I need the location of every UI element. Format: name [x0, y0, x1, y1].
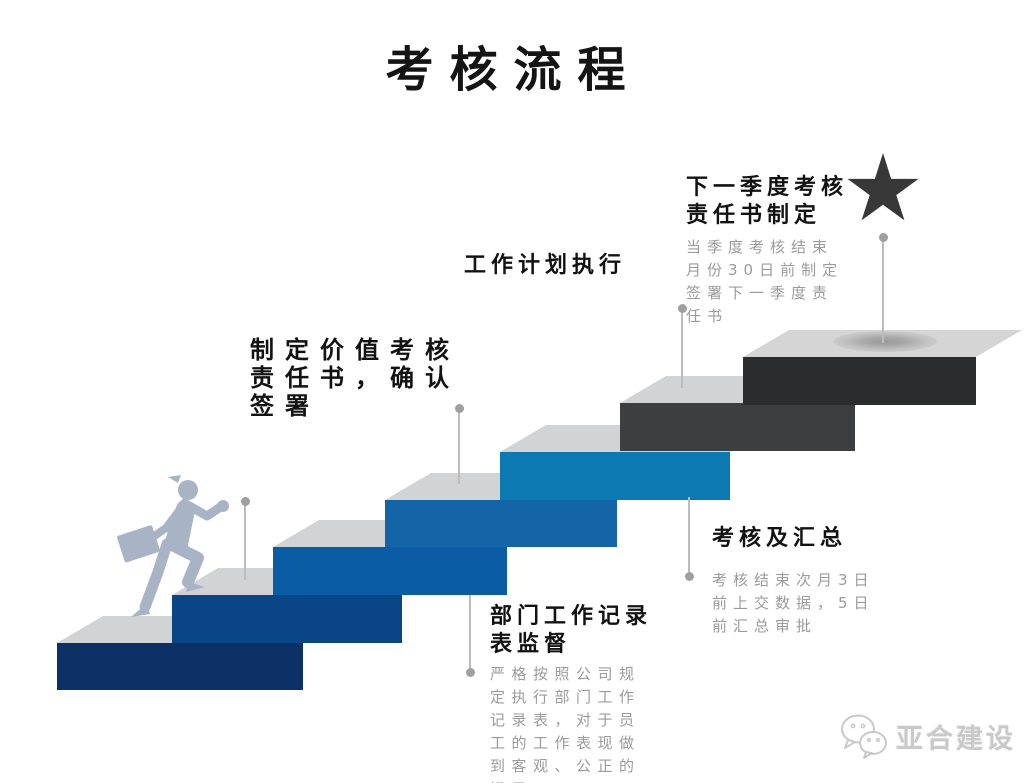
label-summary-desc: 考核结束次月3日 前上交数据，5日 前汇总审批: [712, 571, 875, 635]
connector-record-line: [469, 595, 471, 672]
step-7-front: [743, 357, 976, 405]
label-record-desc: 严格按照公司规 定执行部门工作 记录表，对于员 工的工作表现做 到客观、公正的 …: [490, 665, 641, 783]
connector-record-dot: [465, 668, 475, 677]
label-next-title: 下一季度考核 责任书制定: [686, 175, 849, 228]
connector-plan-line: [458, 408, 460, 484]
connector-contract-line: [244, 501, 246, 580]
step-4-front: [385, 500, 617, 547]
label-contract-title: 制定价值考核 责任书，确认 签署: [250, 336, 460, 420]
connector-next-dot: [677, 304, 687, 313]
wechat-icon: [841, 714, 887, 759]
label-plan-title: 工作计划执行: [464, 253, 627, 278]
label-next-desc: 当季度考核结束 月份30日前制定 签署下一季度责 任书: [686, 238, 844, 325]
page-title: 考核流程: [385, 42, 642, 98]
label-department-record: 部门工作记录 表监督 严格按照公司规 定执行部门工作 记录表，对于员 工的工作表…: [490, 603, 675, 783]
connector-contract-dot: [240, 497, 250, 506]
connector-plan-dot: [454, 404, 464, 413]
step-6-front: [620, 403, 855, 451]
connector-star-dot: [878, 233, 888, 242]
landing-spot-ellipse: [833, 331, 937, 352]
step-2-front: [172, 595, 402, 643]
step-1-front: [57, 643, 303, 690]
label-contract-signing: 制定价值考核 责任书，确认 签署: [250, 336, 490, 420]
connector-star-line: [882, 237, 884, 343]
label-work-plan: 工作计划执行: [464, 252, 684, 280]
step-5-front: [500, 452, 730, 500]
label-assessment-summary: 考核及汇总 考核结束次月3日 前上交数据，5日 前汇总审批: [712, 525, 922, 638]
label-next-quarter: 下一季度考核 责任书制定 当季度考核结束 月份30日前制定 签署下一季度责 任书: [686, 174, 861, 328]
step-3-front: [273, 547, 507, 595]
connector-summary-dot: [684, 572, 694, 581]
brand-name: 亚合建设: [896, 723, 1016, 755]
connector-summary-line: [688, 497, 690, 576]
businessman-figure: [117, 475, 229, 617]
label-record-title: 部门工作记录 表监督: [490, 604, 653, 657]
brand-watermark: 亚合建设: [838, 712, 1016, 760]
label-summary-title: 考核及汇总: [712, 526, 848, 551]
connector-next-line: [681, 308, 683, 388]
